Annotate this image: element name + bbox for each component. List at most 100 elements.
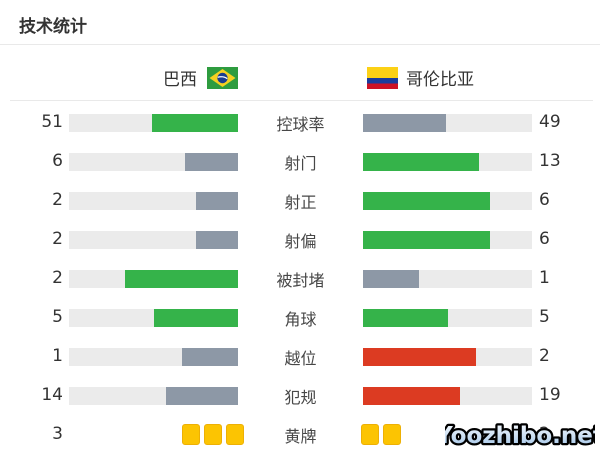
home-stat-bar-fill xyxy=(153,308,238,327)
home-stat-bar xyxy=(69,230,238,249)
stat-row: 3 黄牌 2 xyxy=(0,415,600,454)
home-stat-value: 2 xyxy=(52,190,63,210)
colombia-flag-icon xyxy=(367,66,398,89)
away-stat-bar-cell xyxy=(363,386,532,405)
yellow-card-icon xyxy=(361,424,379,445)
stat-label: 射门 xyxy=(284,153,317,173)
home-stat-bar xyxy=(69,113,238,132)
stat-label: 控球率 xyxy=(276,114,325,134)
stat-label: 射偏 xyxy=(284,231,317,251)
stat-row: 2 射偏 6 xyxy=(0,220,600,259)
home-stat-value: 51 xyxy=(41,112,63,132)
home-stat-bar-cell xyxy=(69,347,238,366)
away-stat-bar xyxy=(363,347,532,366)
away-stat-bar-cell xyxy=(363,230,532,249)
home-stat-bar-cell xyxy=(69,308,238,327)
away-stat-bar-fill xyxy=(363,269,420,288)
away-stat-bar xyxy=(363,230,532,249)
site-watermark-text: Yoozhibo.net xyxy=(445,423,595,449)
yellow-card-icon xyxy=(226,424,244,445)
yellow-card-icon xyxy=(383,424,401,445)
brazil-flag-icon xyxy=(207,66,238,89)
teams-header: 巴西 哥伦比亚 xyxy=(0,45,600,100)
home-stat-bar-cell xyxy=(69,113,238,132)
title-divider xyxy=(0,44,600,45)
away-stat-bar-fill xyxy=(363,347,476,366)
home-yellow-cards xyxy=(75,424,244,445)
stats-rows: 51 控球率 49 6 射门 13 2 射正 6 2 射偏 6 2 被封堵 1 5 角球 5 1 越位 2 14 犯规 19 3… xyxy=(0,103,600,454)
yellow-card-icon xyxy=(204,424,222,445)
home-stat-bar xyxy=(69,269,238,288)
away-stat-bar-cell xyxy=(363,269,532,288)
site-watermark: Yoozhibo.net xyxy=(445,421,595,452)
stat-label: 越位 xyxy=(284,348,317,368)
home-stat-bar xyxy=(69,308,238,327)
stat-row: 51 控球率 49 xyxy=(0,103,600,142)
home-stat-bar-cell xyxy=(69,386,238,405)
home-stat-value: 14 xyxy=(41,385,63,405)
home-stat-bar-cell xyxy=(69,269,238,288)
away-yellow-cards xyxy=(361,424,532,445)
home-stat-value: 2 xyxy=(52,268,63,288)
home-stat-bar-cell xyxy=(69,424,244,445)
home-stat-value: 3 xyxy=(52,424,63,444)
stat-row: 2 射正 6 xyxy=(0,181,600,220)
home-stat-bar-fill xyxy=(184,152,238,171)
stat-row: 6 射门 13 xyxy=(0,142,600,181)
team-away: 哥伦比亚 xyxy=(300,45,600,100)
home-stat-bar xyxy=(69,191,238,210)
home-stat-bar xyxy=(69,386,238,405)
away-stat-bar xyxy=(363,152,532,171)
away-stat-value: 6 xyxy=(539,229,550,249)
home-stat-bar-cell xyxy=(69,152,238,171)
away-stat-bar-fill xyxy=(363,308,448,327)
away-stat-bar-cell xyxy=(363,191,532,210)
away-stat-value: 5 xyxy=(539,307,550,327)
home-stat-bar-fill xyxy=(195,230,238,249)
away-stat-value: 49 xyxy=(539,112,561,132)
stat-label: 被封堵 xyxy=(276,270,325,290)
away-stat-bar-cell xyxy=(363,113,532,132)
stat-row: 5 角球 5 xyxy=(0,298,600,337)
home-stat-bar xyxy=(69,152,238,171)
home-stat-bar-cell xyxy=(69,191,238,210)
home-stat-bar-fill xyxy=(166,386,238,405)
away-stat-bar-cell xyxy=(363,347,532,366)
away-stat-bar-fill xyxy=(363,386,461,405)
team-home: 巴西 xyxy=(0,45,300,100)
home-stat-bar-fill xyxy=(195,191,238,210)
home-stat-value: 1 xyxy=(52,346,63,366)
away-stat-bar-cell xyxy=(363,308,532,327)
away-stat-bar xyxy=(363,386,532,405)
stat-label: 黄牌 xyxy=(284,426,317,446)
home-stat-bar-cell xyxy=(69,230,238,249)
away-stat-value: 19 xyxy=(539,385,561,405)
away-stat-value: 2 xyxy=(539,424,550,444)
stat-row: 14 犯规 19 xyxy=(0,376,600,415)
home-stat-bar-fill xyxy=(151,113,238,132)
home-stat-value: 6 xyxy=(52,151,63,171)
away-stat-bar-cell xyxy=(361,424,532,445)
home-stat-bar-fill xyxy=(181,347,238,366)
away-stat-value: 1 xyxy=(539,268,550,288)
away-stat-bar xyxy=(363,191,532,210)
away-stat-bar-fill xyxy=(363,152,479,171)
away-stat-bar-cell xyxy=(363,152,532,171)
yellow-card-icon xyxy=(182,424,200,445)
header-divider xyxy=(10,100,593,101)
away-stat-bar-fill xyxy=(363,113,446,132)
stat-label: 犯规 xyxy=(284,387,317,407)
away-stat-bar-fill xyxy=(363,191,490,210)
home-stat-value: 5 xyxy=(52,307,63,327)
stat-row: 1 越位 2 xyxy=(0,337,600,376)
away-stat-value: 6 xyxy=(539,190,550,210)
away-stat-bar-fill xyxy=(363,230,490,249)
home-stat-bar xyxy=(69,347,238,366)
home-stat-bar-fill xyxy=(125,269,238,288)
stat-label: 射正 xyxy=(284,192,317,212)
team-home-name: 巴西 xyxy=(163,70,197,90)
away-stat-bar xyxy=(363,269,532,288)
away-stat-value: 13 xyxy=(539,151,561,171)
away-stat-value: 2 xyxy=(539,346,550,366)
